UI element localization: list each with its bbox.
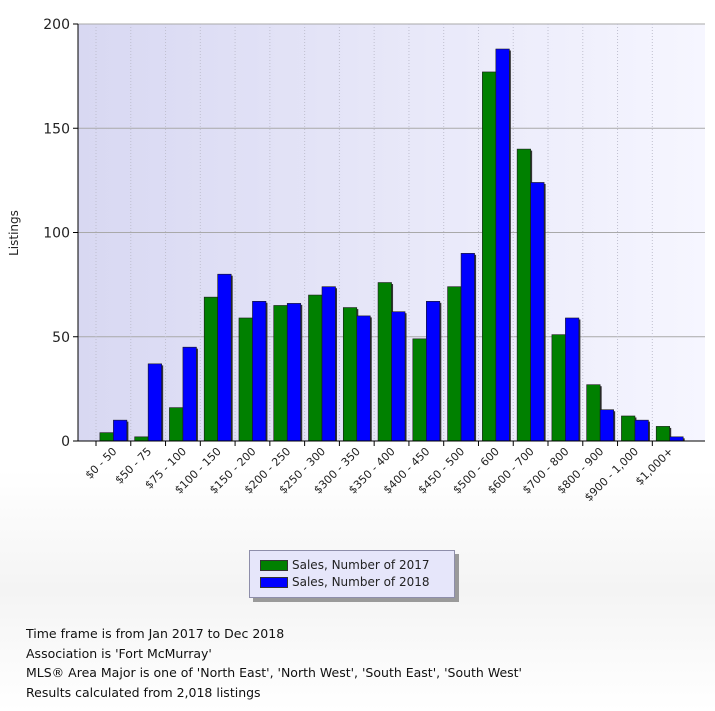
y-tick-label: 50 <box>52 330 70 346</box>
bar-2018 <box>182 346 197 442</box>
y-tick-label: 150 <box>43 121 70 137</box>
y-tick-label: 0 <box>61 434 70 450</box>
y-axis-label: Listings <box>7 210 21 256</box>
legend: Sales, Number of 2017 Sales, Number of 2… <box>249 550 455 598</box>
area-text: MLS® Area Major is one of 'North East', … <box>26 665 522 680</box>
bar-2018 <box>426 301 441 442</box>
bar-2018 <box>599 409 614 442</box>
bar-2018 <box>147 363 162 442</box>
bar-2017 <box>516 148 531 442</box>
chart: 0 50 100 150 200 $0 - 50$50 - 75$75 - 100$10… <box>7 17 705 504</box>
bar-2017 <box>551 334 566 442</box>
bar-2017 <box>342 307 358 442</box>
bar-2018 <box>113 419 128 442</box>
bar-2018 <box>252 301 267 442</box>
x-tick-label: $1,000+ <box>633 445 676 488</box>
legend-swatch-2018 <box>260 576 288 588</box>
bar-2017 <box>203 296 218 442</box>
bar-2017 <box>586 384 601 442</box>
bar-2017 <box>308 294 323 442</box>
bar-2018 <box>391 311 406 442</box>
bar-2018 <box>634 419 649 442</box>
bar-2018 <box>460 253 475 442</box>
bar-2018 <box>321 286 336 442</box>
association-text: Association is 'Fort McMurray' <box>26 645 212 661</box>
bar-2018 <box>217 273 232 442</box>
legend-item-2018: Sales, Number of 2018 <box>260 574 430 590</box>
bar-2018 <box>530 182 545 442</box>
legend-label-2017: Sales, Number of 2017 <box>292 558 430 572</box>
criteria-footer: Time frame is from Jan 2017 to Dec 2018 … <box>26 624 522 702</box>
bar-2017 <box>377 282 392 442</box>
y-tick-label: 200 <box>43 17 70 33</box>
bar-2017 <box>447 286 462 442</box>
y-tick-label: 100 <box>43 226 70 242</box>
bar-2017 <box>482 71 497 442</box>
bar-2017 <box>621 415 636 442</box>
bar-2018 <box>356 315 371 442</box>
bar-2018 <box>286 303 302 442</box>
bar-2017 <box>273 305 288 442</box>
bar-2018 <box>565 317 580 442</box>
results-text: Results calculated from 2,018 listings <box>26 684 261 700</box>
x-axis-ticks: $0 - 50$50 - 75$75 - 100$100 - 150$150 -… <box>83 441 676 504</box>
timeframe-text: Time frame is from Jan 2017 to Dec 2018 <box>26 626 285 641</box>
legend-item-2017: Sales, Number of 2017 <box>260 557 430 573</box>
bar-2018 <box>669 436 684 442</box>
legend-label-2018: Sales, Number of 2018 <box>292 575 430 589</box>
bar-2017 <box>412 338 427 442</box>
bar-2017 <box>134 436 149 442</box>
legend-swatch-2017 <box>260 559 288 571</box>
bar-2017 <box>99 432 114 442</box>
bar-2018 <box>495 48 510 442</box>
bar-2017 <box>169 407 184 442</box>
bar-2017 <box>238 317 253 442</box>
y-axis-ticks: 0 50 100 150 200 <box>43 17 78 450</box>
bar-2017 <box>655 426 671 442</box>
gridlines <box>78 23 705 441</box>
